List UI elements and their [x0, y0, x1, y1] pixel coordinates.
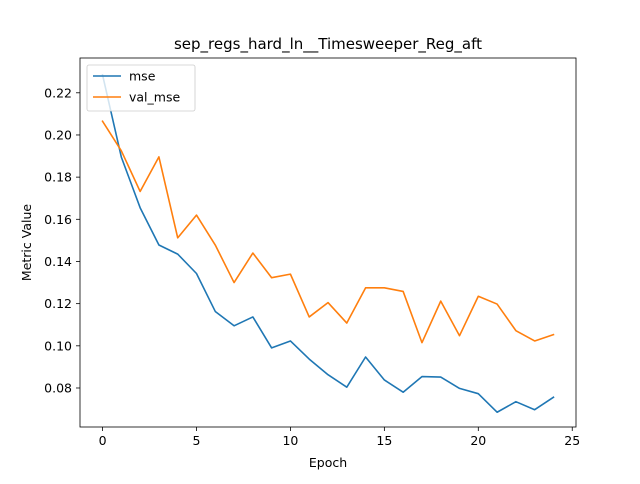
x-axis-label: Epoch: [309, 455, 347, 470]
plot-frame: [79, 57, 577, 428]
y-tick-label: 0.18: [44, 170, 72, 185]
y-axis: 0.08 0.10 0.12 0.14 0.16 0.18 0.20 0.22: [44, 85, 80, 395]
x-tick-label: 5: [193, 433, 201, 448]
x-tick-label: 15: [376, 433, 392, 448]
y-tick-label: 0.14: [44, 254, 72, 269]
y-tick-label: 0.20: [44, 127, 72, 142]
y-tick-label: 0.16: [44, 212, 72, 227]
x-tick-label: 10: [282, 433, 298, 448]
y-tick-label: 0.12: [44, 296, 72, 311]
series-line-mse: [101, 73, 555, 414]
plot-area: [101, 73, 555, 414]
x-axis: 0 5 10 15 20 25: [99, 427, 580, 448]
chart-title: sep_regs_hard_ln__Timesweeper_Reg_aft: [174, 35, 482, 54]
y-tick-label: 0.10: [44, 338, 72, 353]
x-tick-label: 25: [564, 433, 580, 448]
legend-label: val_mse: [129, 90, 180, 105]
x-tick-label: 20: [470, 433, 486, 448]
x-tick-label: 0: [99, 433, 107, 448]
y-tick-label: 0.22: [44, 85, 72, 100]
legend-label: mse: [129, 69, 156, 84]
y-tick-label: 0.08: [44, 380, 72, 395]
legend: mse val_mse: [86, 64, 196, 112]
y-axis-label: Metric Value: [19, 204, 34, 281]
series-line-val-mse: [101, 120, 555, 344]
